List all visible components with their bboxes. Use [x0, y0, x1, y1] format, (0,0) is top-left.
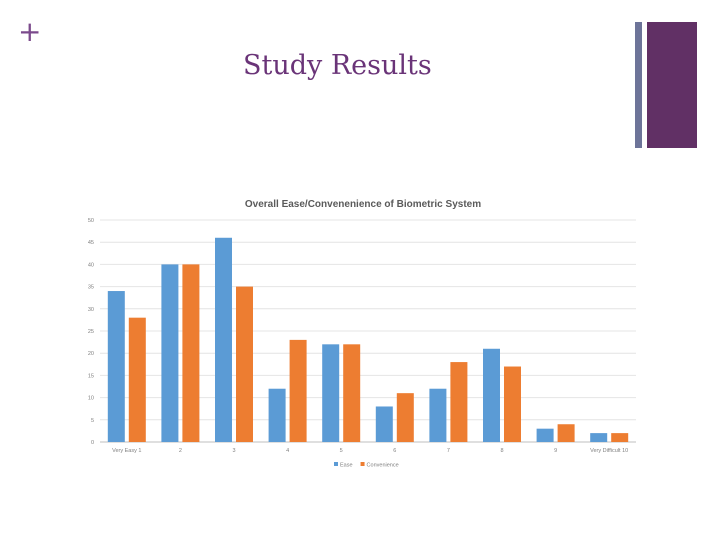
y-tick-label: 15	[88, 373, 94, 379]
x-tick-label: 8	[500, 448, 503, 454]
x-tick-label: 9	[554, 448, 557, 454]
decor-bar-thin	[635, 22, 642, 148]
bar-convenience-10	[611, 433, 629, 442]
legend-label-ease: Ease	[340, 463, 353, 469]
x-tick-label: 5	[340, 448, 343, 454]
bar-convenience-9	[557, 424, 575, 442]
x-tick-label: 4	[286, 448, 289, 454]
bar-ease-1	[107, 291, 125, 442]
chart-title: Overall Ease/Convenenience of Biometric …	[245, 199, 481, 210]
bar-convenience-3	[236, 286, 253, 442]
y-tick-label: 5	[91, 418, 94, 424]
bar-ease-6	[375, 406, 393, 442]
bar-convenience-5	[343, 344, 361, 442]
x-tick-label: 6	[393, 448, 396, 454]
y-tick-label: 50	[88, 218, 94, 224]
bar-ease-3	[215, 237, 232, 442]
y-tick-label: 25	[88, 329, 94, 335]
y-tick-label: 10	[88, 396, 94, 402]
bar-ease-4	[268, 388, 286, 442]
bar-ease-5	[322, 344, 340, 442]
plus-icon: +	[18, 15, 42, 48]
x-tick-label: 7	[447, 448, 450, 454]
y-tick-label: 45	[88, 240, 94, 246]
bar-convenience-4	[289, 339, 307, 442]
bar-ease-9	[536, 428, 554, 442]
slide-title: Study Results	[243, 50, 432, 81]
x-tick-label: 2	[179, 448, 182, 454]
decor-bar-thick	[647, 22, 697, 148]
y-tick-label: 35	[88, 285, 94, 291]
x-tick-label: Very Difficult 10	[590, 448, 628, 454]
bar-convenience-7	[450, 362, 468, 442]
x-tick-label: 3	[232, 448, 235, 454]
y-tick-label: 30	[88, 307, 94, 313]
bar-ease-7	[429, 388, 447, 442]
legend-swatch-convenience	[360, 462, 365, 466]
y-tick-label: 20	[88, 351, 94, 357]
x-tick-label: Very Easy 1	[112, 448, 141, 454]
bar-ease-2	[161, 264, 179, 442]
bar-ease-10	[590, 433, 608, 442]
bar-convenience-8	[504, 366, 521, 442]
legend-label-convenience: Convenience	[367, 463, 399, 469]
bar-convenience-1	[128, 317, 146, 442]
legend-swatch-ease	[334, 462, 338, 466]
bar-ease-8	[483, 348, 500, 442]
bar-convenience-6	[396, 393, 414, 442]
y-tick-label: 40	[88, 262, 94, 268]
y-tick-label: 0	[91, 440, 94, 446]
bar-convenience-2	[182, 264, 200, 442]
